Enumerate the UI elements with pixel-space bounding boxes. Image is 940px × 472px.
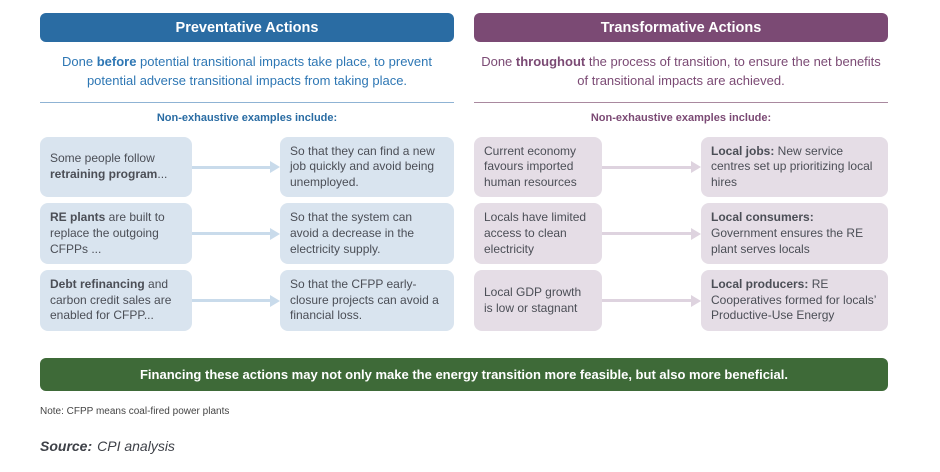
right-arrow-icon bbox=[192, 203, 280, 264]
effect-box: So that the CFPP early-closure projects … bbox=[280, 270, 454, 332]
effect-text: Local consumers: Government ensures the … bbox=[711, 210, 864, 256]
cause-text: Locals have limited access to clean elec… bbox=[484, 210, 587, 256]
effect-text: So that the system can avoid a decrease … bbox=[290, 210, 415, 256]
cause-text: Some people follow retraining program... bbox=[50, 151, 168, 182]
preventative-examples-label: Non-exhaustive examples include: bbox=[156, 111, 338, 124]
preventative-column: Preventative Actions Done before potenti… bbox=[40, 13, 454, 337]
cause-box: Local GDP growth is low or stagnant bbox=[474, 270, 602, 332]
effect-box: So that the system can avoid a decrease … bbox=[280, 203, 454, 265]
right-arrow-icon bbox=[192, 137, 280, 198]
preventative-description: Done before potential transitional impac… bbox=[62, 54, 432, 88]
transformative-divider bbox=[474, 101, 888, 103]
cause-box: Some people follow retraining program... bbox=[40, 136, 192, 198]
effect-text: Local jobs: New service centres set up p… bbox=[711, 143, 873, 189]
cause-text: Local GDP growth is low or stagnant bbox=[484, 285, 582, 315]
cause-box: Debt refinancing and carbon credit sales… bbox=[40, 270, 192, 332]
cause-text: RE plants are built to replace the outgo… bbox=[50, 210, 165, 256]
footnote: Note: CFPP means coal-fired power plants bbox=[40, 406, 230, 418]
cause-text: Current economy favours imported human r… bbox=[484, 143, 577, 189]
cause-box: Locals have limited access to clean elec… bbox=[474, 203, 602, 265]
source-text: CPI analysis bbox=[97, 438, 175, 455]
example-row: Debt refinancing and carbon credit sales… bbox=[40, 270, 454, 332]
financing-banner: Financing these actions may not only mak… bbox=[40, 358, 888, 392]
preventative-divider bbox=[40, 101, 454, 103]
effect-text: So that they can find a new job quickly … bbox=[290, 143, 435, 189]
transformative-examples: Current economy favours imported human r… bbox=[474, 136, 888, 332]
transformative-description: Done throughout the process of transitio… bbox=[481, 54, 881, 88]
cause-box: RE plants are built to replace the outgo… bbox=[40, 203, 192, 265]
effect-box: Local jobs: New service centres set up p… bbox=[701, 136, 888, 198]
columns-container: Preventative Actions Done before potenti… bbox=[40, 13, 888, 337]
transformative-examples-label: Non-exhaustive examples include: bbox=[590, 111, 772, 124]
actions-infographic: Preventative Actions Done before potenti… bbox=[40, 13, 888, 454]
effect-box: Local consumers: Government ensures the … bbox=[701, 203, 888, 265]
effect-text: So that the CFPP early-closure projects … bbox=[290, 277, 439, 323]
source-label: Source: bbox=[40, 438, 93, 455]
example-row: Some people follow retraining program...… bbox=[40, 136, 454, 198]
cause-box: Current economy favours imported human r… bbox=[474, 136, 602, 198]
example-row: RE plants are built to replace the outgo… bbox=[40, 203, 454, 265]
preventative-header: Preventative Actions bbox=[40, 13, 454, 42]
right-arrow-icon bbox=[602, 270, 701, 331]
source-line: Source: CPI analysis bbox=[40, 438, 888, 454]
example-row: Current economy favours imported human r… bbox=[474, 136, 888, 198]
right-arrow-icon bbox=[192, 270, 280, 331]
cause-text: Debt refinancing and carbon credit sales… bbox=[50, 277, 172, 323]
transformative-header: Transformative Actions bbox=[474, 13, 888, 42]
transformative-column: Transformative Actions Done throughout t… bbox=[474, 13, 888, 337]
preventative-examples: Some people follow retraining program...… bbox=[40, 136, 454, 332]
example-row: Local GDP growth is low or stagnant Loca… bbox=[474, 270, 888, 332]
effect-box: Local producers: RE Cooperatives formed … bbox=[701, 270, 888, 332]
effect-box: So that they can find a new job quickly … bbox=[280, 136, 454, 198]
right-arrow-icon bbox=[602, 137, 701, 198]
example-row: Locals have limited access to clean elec… bbox=[474, 203, 888, 265]
right-arrow-icon bbox=[602, 203, 701, 264]
effect-text: Local producers: RE Cooperatives formed … bbox=[711, 277, 876, 323]
